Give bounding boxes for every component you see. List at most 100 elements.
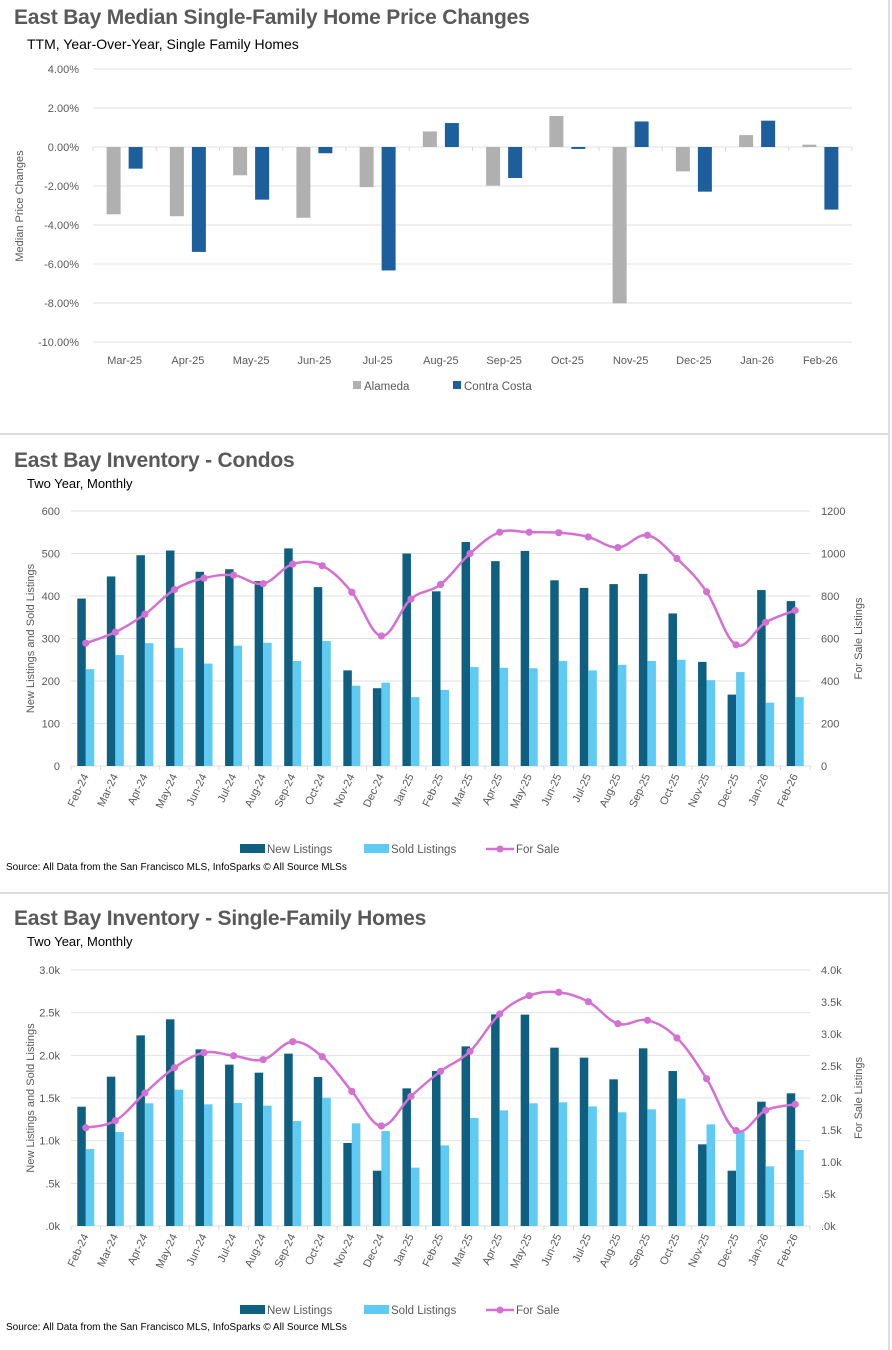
x-tick-label: Feb-26 <box>803 355 838 367</box>
x-tick-label: May-24 <box>154 772 180 810</box>
condo-source-note: Source: All Data from the San Francisco … <box>6 862 347 873</box>
y-tick-label: 2.0k <box>39 1050 60 1062</box>
legend-swatch <box>496 845 504 853</box>
bar-new-listings <box>195 1049 205 1226</box>
bar-sold-listings <box>204 663 213 766</box>
x-tick-label: Sep-24 <box>273 1232 299 1269</box>
bar-sold-listings <box>292 1121 302 1226</box>
bar-new-listings <box>520 550 530 766</box>
point-for-sale <box>496 1010 504 1018</box>
bar-new-listings <box>491 1014 500 1226</box>
bar-new-listings <box>77 1106 86 1226</box>
x-tick-label: Oct-25 <box>658 1232 683 1267</box>
bar-sold-listings <box>588 1106 597 1226</box>
y2-axis-label: For Sale Listings <box>853 597 865 679</box>
y-tick-label: -2.00% <box>44 181 79 193</box>
price-chart-title: East Bay Median Single-Family Home Price… <box>14 6 530 29</box>
price-chart-subtitle: TTM, Year-Over-Year, Single Family Homes <box>27 36 299 52</box>
y-tick-label: -4.00% <box>44 220 79 232</box>
bar-sold-listings <box>529 668 538 766</box>
point-for-sale <box>525 992 533 1000</box>
bar-contra-costa <box>444 123 459 147</box>
x-tick-label: Nov-24 <box>332 1232 358 1269</box>
point-for-sale <box>141 1089 149 1097</box>
bar-sold-listings <box>174 647 183 766</box>
x-tick-label: Feb-24 <box>66 772 92 809</box>
bar-sold-listings <box>470 1117 479 1226</box>
legend-swatch <box>496 1306 504 1314</box>
point-for-sale <box>170 1064 179 1072</box>
bar-alameda <box>422 131 437 147</box>
x-tick-label: Dec-24 <box>361 1232 387 1269</box>
y-tick-label: 500 <box>42 549 60 561</box>
x-tick-label: Apr-24 <box>126 772 151 807</box>
point-for-sale <box>229 1052 238 1060</box>
point-for-sale <box>318 1053 326 1061</box>
bar-new-listings <box>727 694 737 766</box>
x-tick-label: Feb-25 <box>421 772 447 809</box>
y-tick-label: 200 <box>42 676 60 688</box>
y-tick-label: 300 <box>42 634 60 646</box>
bar-sold-listings <box>381 682 390 766</box>
point-for-sale <box>436 580 445 589</box>
y-tick-label: -10.00% <box>38 337 79 349</box>
bar-new-listings <box>195 571 205 766</box>
y-tick-label: 2.5k <box>39 1008 60 1020</box>
y2-tick-label: 4.0k <box>821 965 842 977</box>
price-change-chart: 4.00% 2.00% 0.00% -2.00% -4.00% -6.00% -8.00% -… <box>14 64 853 393</box>
y2-tick-label: 400 <box>821 676 839 688</box>
bar-contra-costa <box>697 147 712 192</box>
bar-sold-listings <box>204 1104 213 1226</box>
point-for-sale <box>82 639 90 647</box>
bar-alameda <box>549 115 564 147</box>
point-for-sale <box>348 1087 356 1095</box>
point-for-sale <box>229 571 238 579</box>
point-for-sale <box>673 555 681 563</box>
bar-new-listings <box>106 1076 116 1226</box>
bar-sold-listings <box>765 702 775 766</box>
x-tick-label: Jul-24 <box>216 1232 240 1264</box>
x-tick-label: Jul-24 <box>216 772 240 804</box>
bar-new-listings <box>225 1064 234 1226</box>
price-change-panel: East Bay Median Single-Family Home Price… <box>0 0 890 435</box>
bar-sold-listings <box>115 1131 124 1226</box>
y-tick-label: 3.0k <box>39 965 60 977</box>
x-tick-label: Feb-26 <box>775 1232 801 1269</box>
condo-inventory-chart: 0 100 200 300 400 500 600 0 200 400 600 800 1000 1200… <box>25 506 865 856</box>
x-tick-label: Feb-25 <box>421 1232 447 1269</box>
point-for-sale <box>82 1124 90 1132</box>
bar-alameda <box>106 147 121 215</box>
x-tick-label: Sep-24 <box>273 772 299 809</box>
y2-tick-label: 800 <box>821 591 839 603</box>
bar-sold-listings <box>765 1166 775 1226</box>
bar-new-listings <box>343 670 352 766</box>
y2-tick-label: 2.5k <box>821 1061 842 1073</box>
bar-new-listings <box>461 542 471 766</box>
legend-label: New Listings <box>267 844 332 856</box>
bar-new-listings <box>579 587 589 766</box>
bar-sold-listings <box>233 645 243 766</box>
x-tick-label: Mar-25 <box>450 772 476 809</box>
y-tick-label: -8.00% <box>44 298 79 310</box>
bar-sold-listings <box>174 1089 183 1226</box>
y2-tick-label: .0k <box>821 1221 836 1233</box>
y2-tick-label: 2.0k <box>821 1093 842 1105</box>
x-tick-label: Jun-25 <box>539 772 564 808</box>
point-for-sale <box>466 549 474 558</box>
bar-new-listings <box>432 1071 441 1226</box>
point-for-sale <box>407 1092 415 1100</box>
x-tick-label: Dec-24 <box>361 772 387 809</box>
bar-sold-listings <box>322 1097 331 1226</box>
bar-new-listings <box>638 573 648 766</box>
x-tick-label: Oct-25 <box>658 772 683 807</box>
bar-new-listings <box>254 581 264 766</box>
x-tick-label: Mar-25 <box>107 355 142 367</box>
bar-sold-listings <box>263 1105 272 1226</box>
x-tick-label: Jun-25 <box>298 355 332 367</box>
point-for-sale <box>348 588 356 596</box>
y-tick-label: 100 <box>42 719 60 731</box>
y2-tick-label: 1200 <box>821 506 845 518</box>
bar-sold-listings <box>85 1149 95 1226</box>
bar-new-listings <box>609 584 618 766</box>
point-for-sale <box>525 528 533 536</box>
